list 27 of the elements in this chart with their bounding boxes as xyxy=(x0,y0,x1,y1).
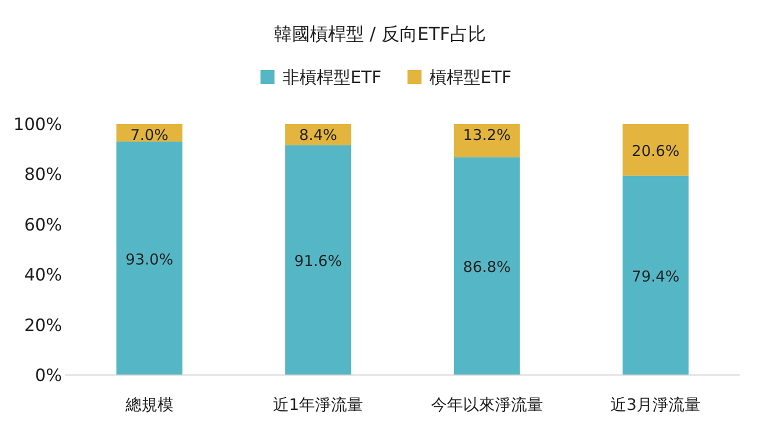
data-label: 79.4% xyxy=(632,267,680,286)
legend-label: 槓桿型ETF xyxy=(430,68,512,88)
x-tick-label: 總規模 xyxy=(124,395,174,414)
y-tick-label: 20% xyxy=(24,316,62,336)
data-label: 86.8% xyxy=(463,258,511,276)
x-tick-label: 近1年淨流量 xyxy=(273,395,364,414)
data-label: 8.4% xyxy=(299,126,338,144)
bar xyxy=(622,124,689,176)
y-tick-label: 0% xyxy=(35,366,62,386)
x-tick-label: 今年以來淨流量 xyxy=(430,395,543,414)
bar xyxy=(454,157,520,375)
bar xyxy=(454,124,520,158)
y-tick-label: 40% xyxy=(24,266,62,286)
data-label: 93.0% xyxy=(126,250,174,268)
x-tick-label: 近3月淨流量 xyxy=(610,395,701,414)
data-label: 91.6% xyxy=(294,252,342,270)
bar xyxy=(285,145,352,375)
y-tick-label: 60% xyxy=(24,215,62,236)
chart-title: 韓國槓桿型 / 反向ETF占比 xyxy=(274,24,486,45)
y-tick-label: 100% xyxy=(13,115,62,135)
bar xyxy=(622,176,689,375)
data-label: 20.6% xyxy=(632,142,680,160)
y-tick-label: 80% xyxy=(24,165,62,186)
data-label: 13.2% xyxy=(463,126,511,144)
legend-label: 非槓桿型ETF xyxy=(282,68,382,88)
data-label: 7.0% xyxy=(130,126,168,144)
bar xyxy=(116,142,182,375)
